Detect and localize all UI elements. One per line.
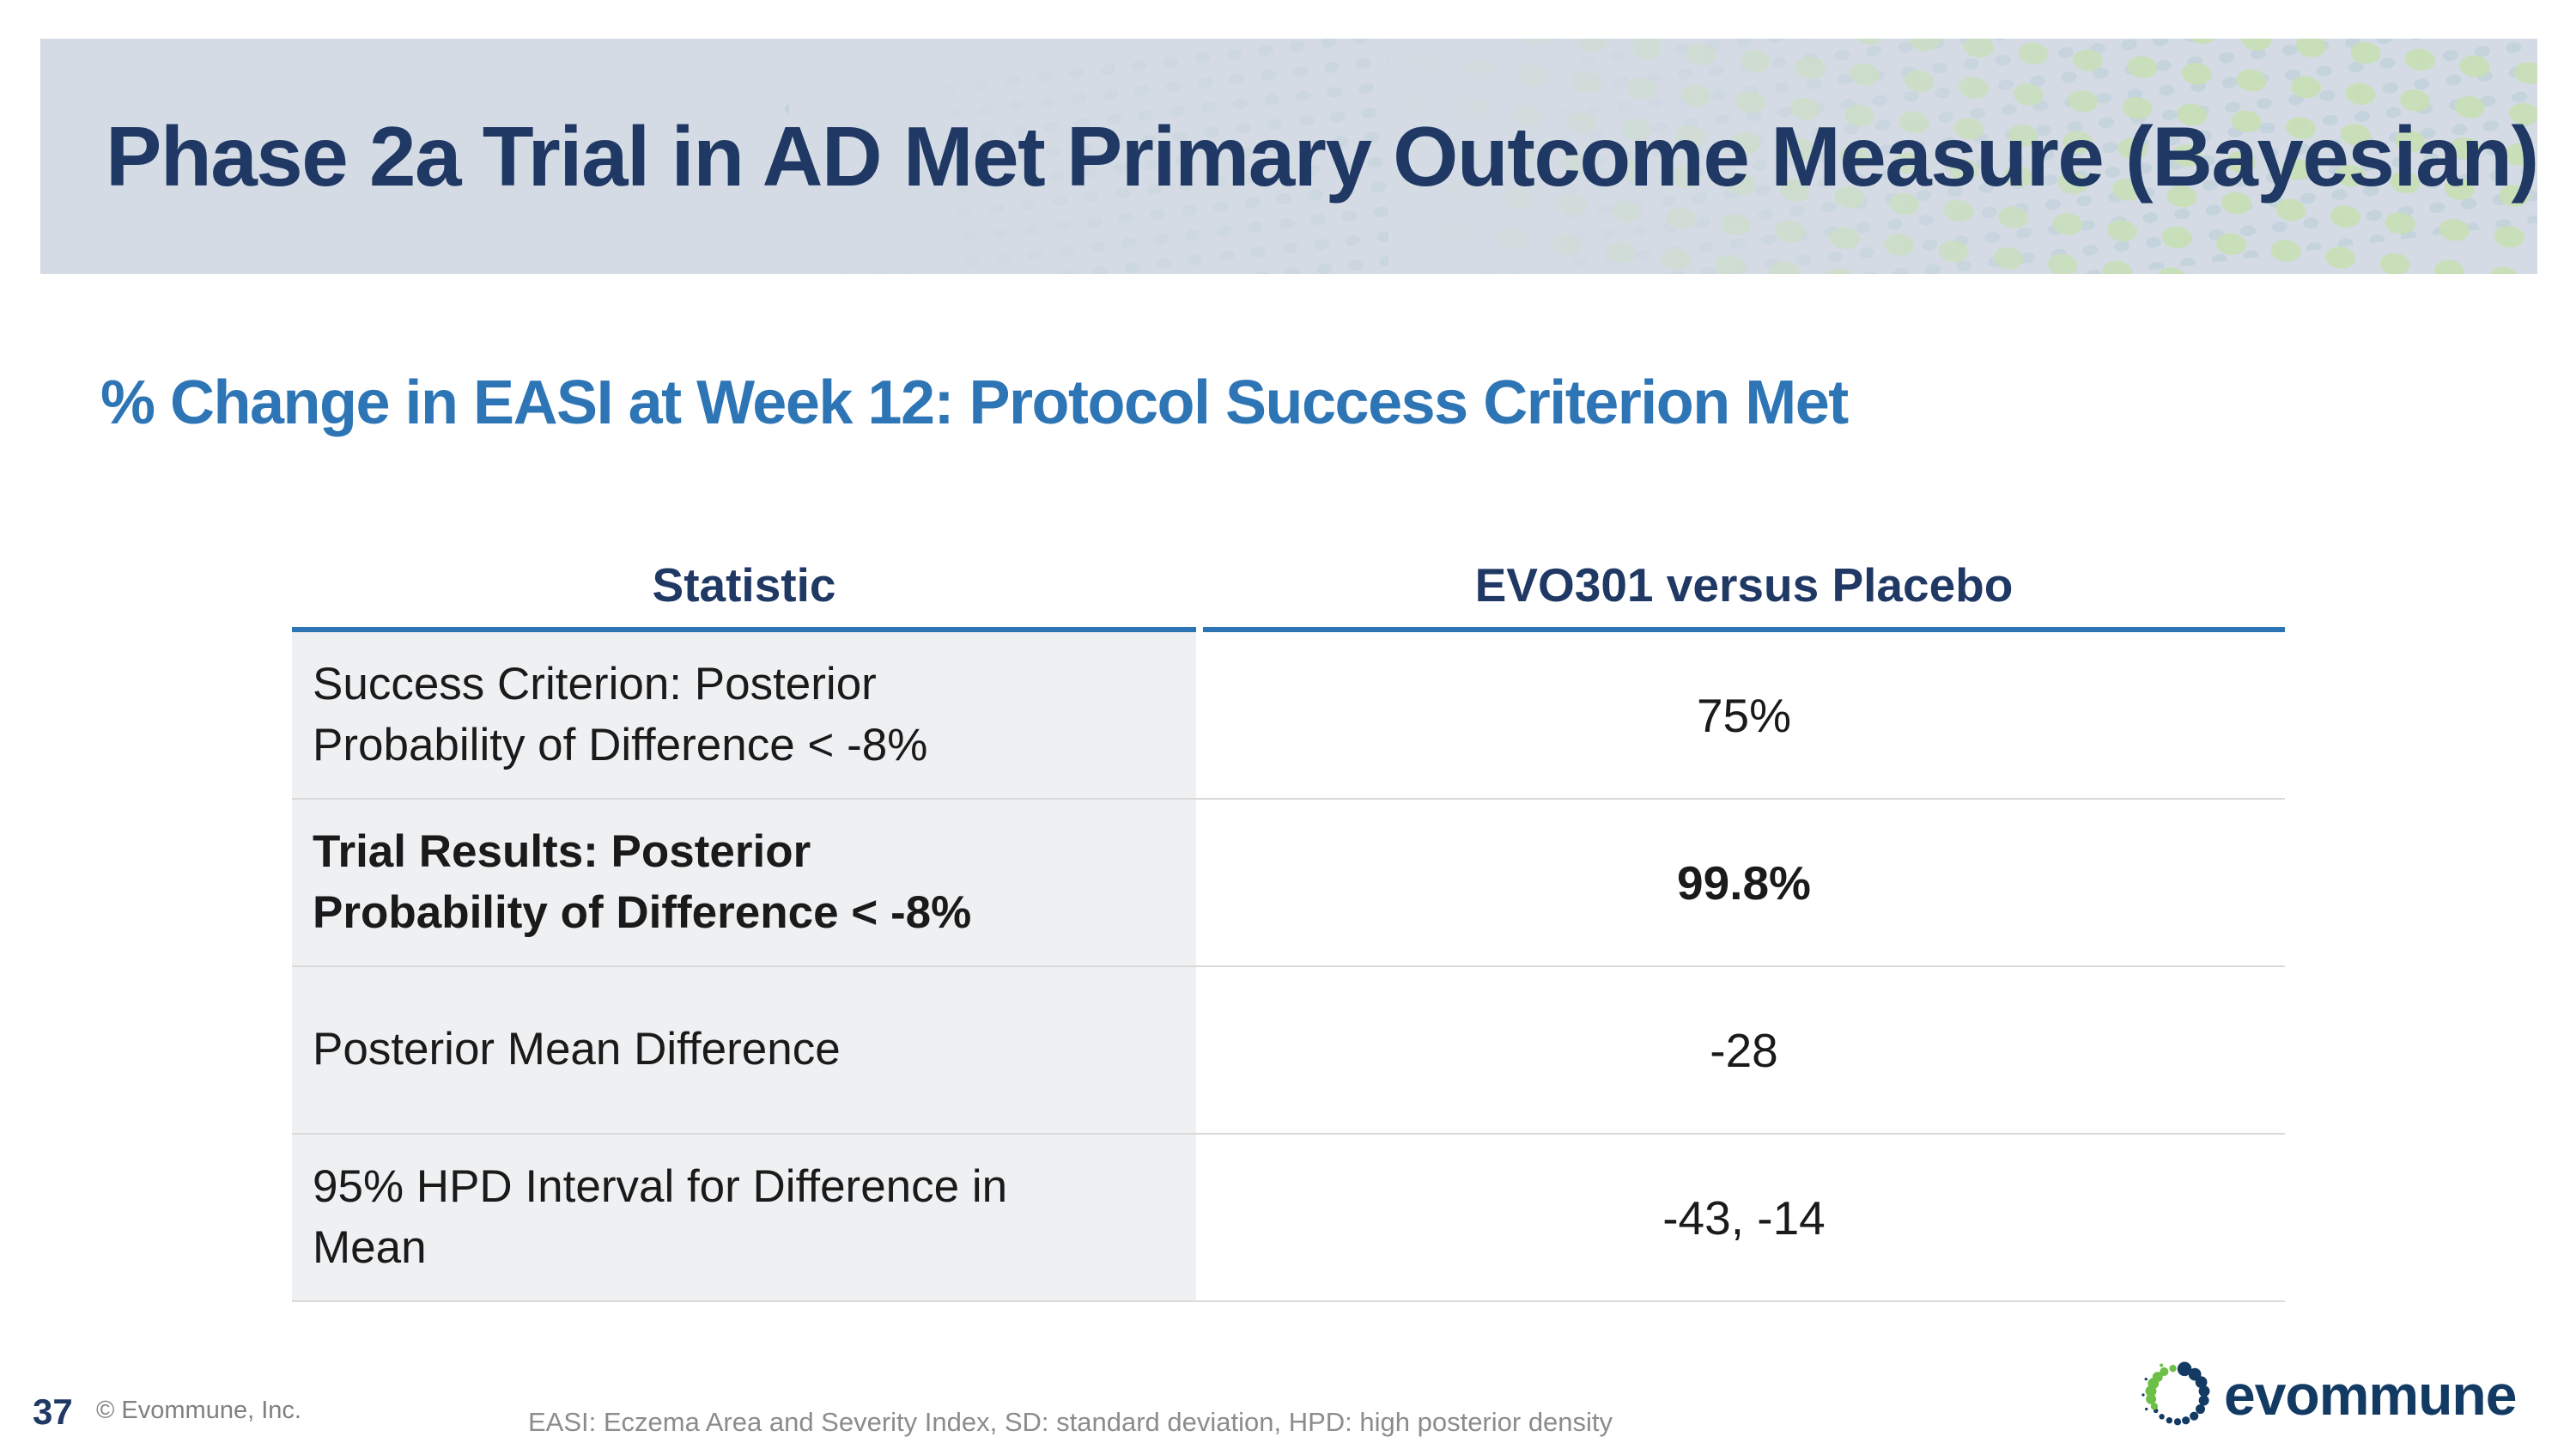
row-label: Posterior Mean Difference	[292, 967, 1196, 1133]
row-value: 99.8%	[1677, 855, 1811, 910]
row-value: -43, -14	[1662, 1190, 1826, 1245]
table-row-trial-results: Trial Results: Posterior Probability of …	[292, 800, 2285, 967]
row-value: 75%	[1696, 688, 1792, 742]
column-gap	[1196, 632, 1203, 798]
table-row-hpd-interval: 95% HPD Interval for Difference in Mean …	[292, 1135, 2285, 1302]
col-header-evo301-versus-placebo: EVO301 versus Placebo	[1474, 558, 2014, 612]
slide-title: Phase 2a Trial in AD Met Primary Outcome…	[106, 108, 2537, 204]
halftone-fade-green-decoration	[1388, 39, 2537, 274]
row-label: Success Criterion: Posterior Probability…	[292, 632, 1196, 798]
slide-subtitle: % Change in EASI at Week 12: Protocol Su…	[100, 368, 1849, 437]
page-number: 37	[33, 1391, 73, 1432]
table-row-posterior-mean-difference: Posterior Mean Difference -28	[292, 967, 2285, 1135]
column-gap	[1196, 967, 1203, 1133]
copyright-text: © Evommune, Inc.	[96, 1397, 301, 1424]
column-gap	[1196, 1135, 1203, 1300]
row-label: 95% HPD Interval for Difference in Mean	[292, 1135, 1196, 1300]
evommune-logo: evommune	[2138, 1357, 2517, 1433]
row-value: -28	[1710, 1023, 1778, 1077]
table-row-success-criterion: Success Criterion: Posterior Probability…	[292, 632, 2285, 800]
title-banner: Phase 2a Trial in AD Met Primary Outcome…	[40, 39, 2537, 274]
col-header-statistic: Statistic	[652, 558, 836, 612]
header-underline	[292, 627, 2285, 632]
row-label: Trial Results: Posterior Probability of …	[292, 800, 1196, 965]
results-table: Statistic EVO301 versus Placebo Success …	[292, 543, 2285, 1302]
column-gap	[1196, 800, 1203, 965]
evommune-wordmark: evommune	[2224, 1363, 2517, 1427]
evommune-logo-dots-icon	[2142, 1361, 2210, 1426]
footnote-abbreviations: EASI: Eczema Area and Severity Index, SD…	[528, 1407, 1613, 1437]
table-header-row: Statistic EVO301 versus Placebo	[292, 543, 2285, 627]
